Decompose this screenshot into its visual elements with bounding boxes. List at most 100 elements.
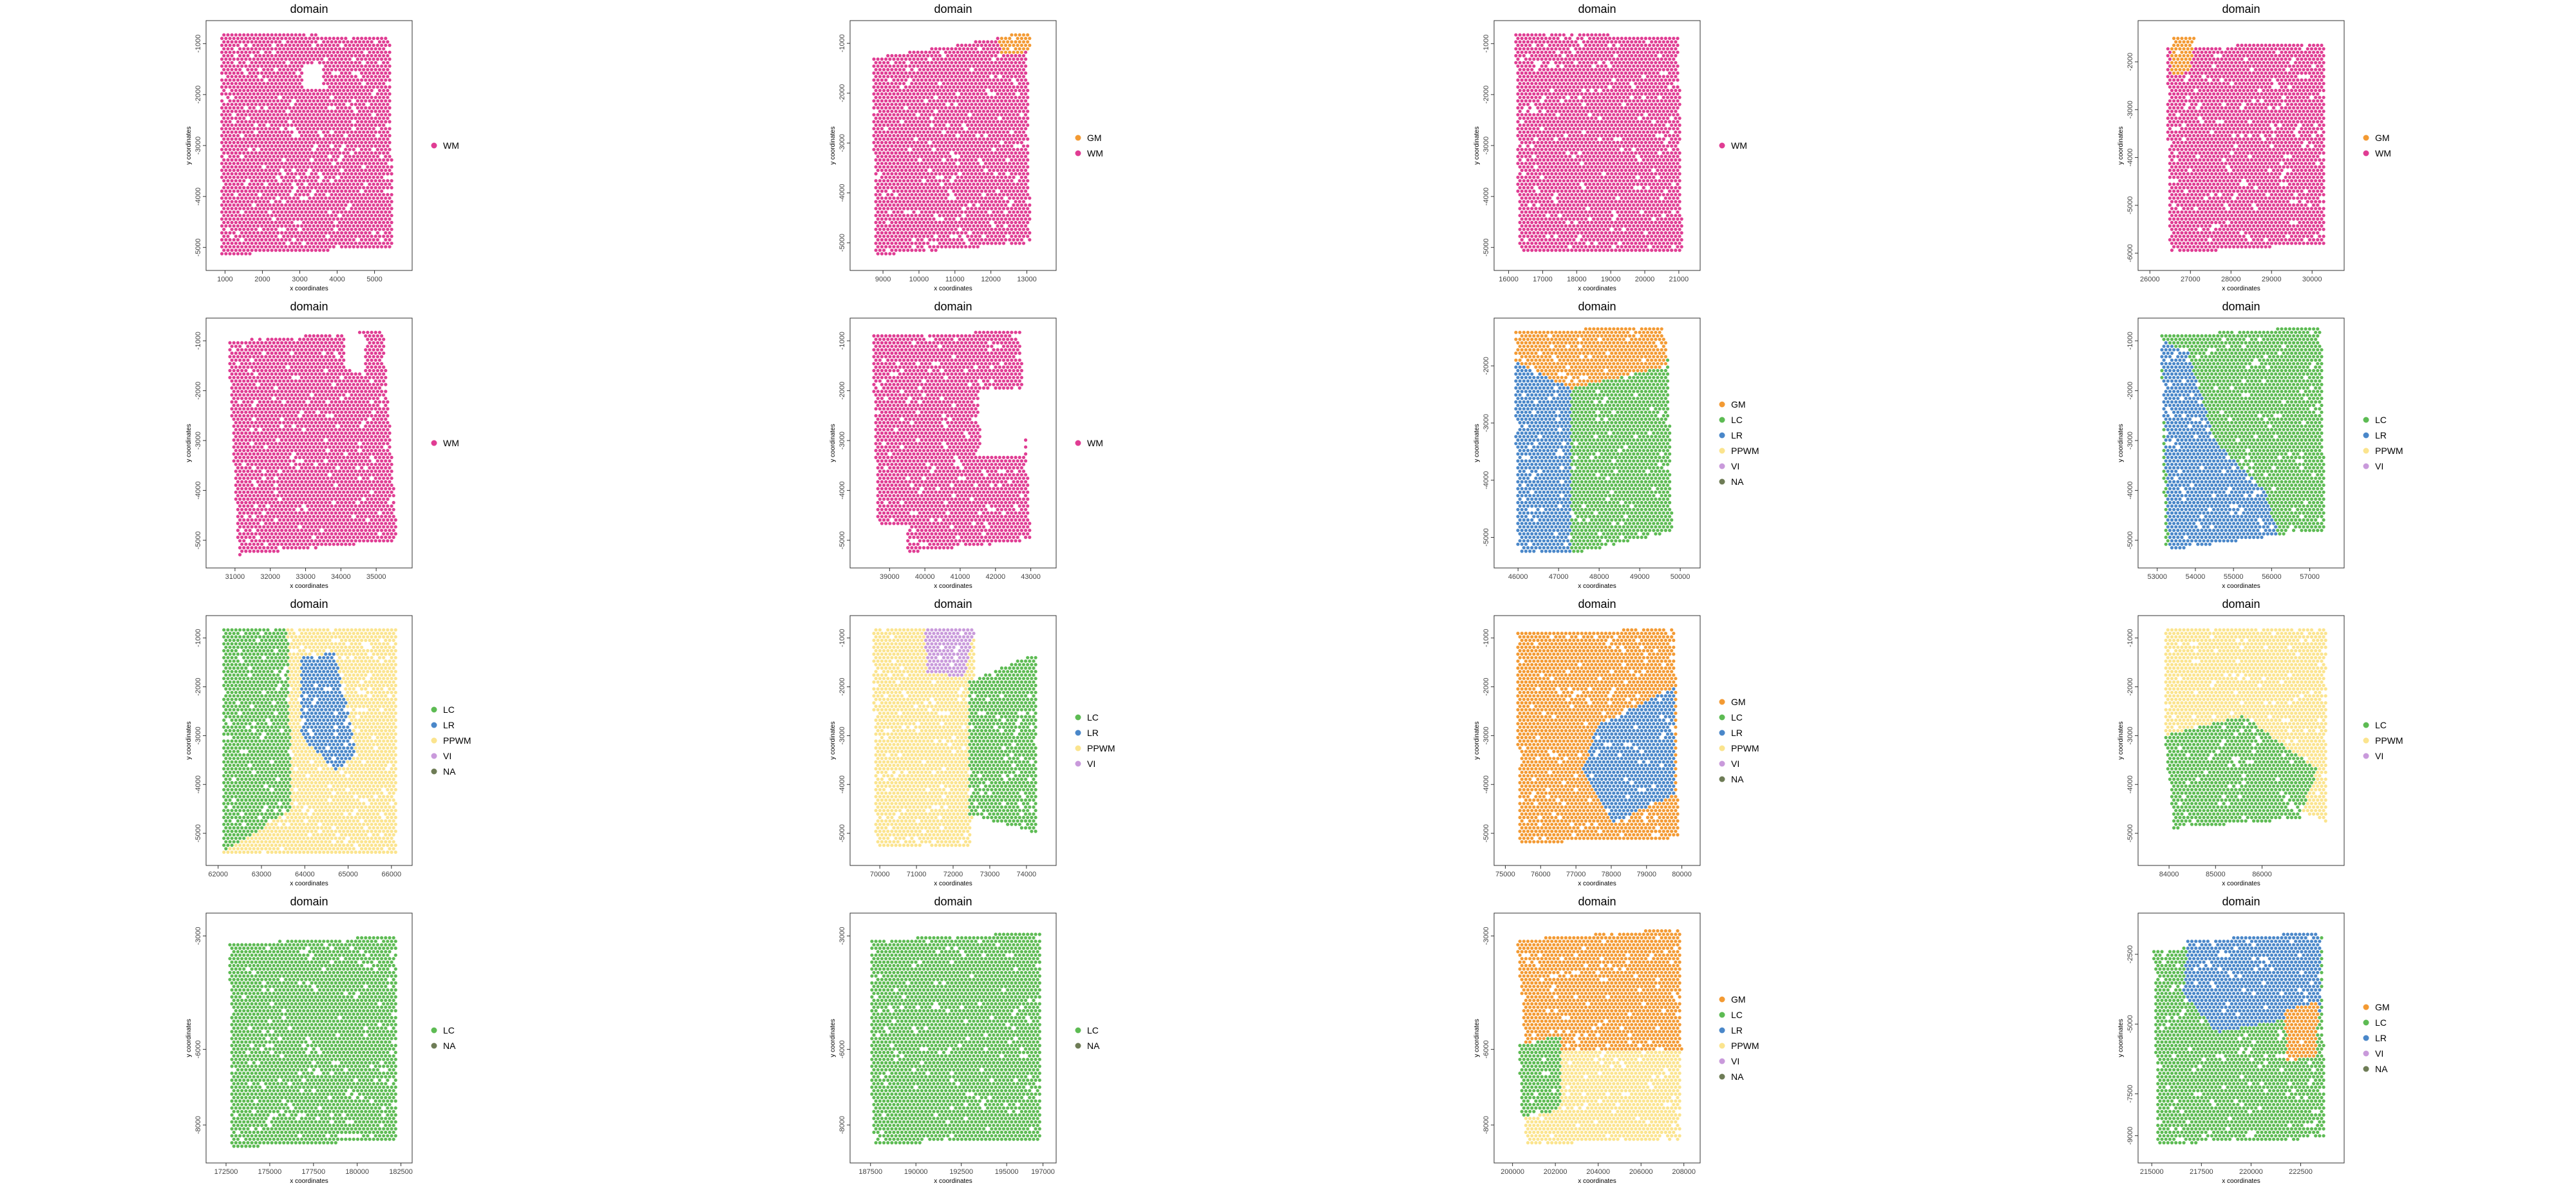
spot-point xyxy=(902,68,905,71)
spot-point xyxy=(278,61,281,64)
spot-point xyxy=(916,148,920,151)
spot-point xyxy=(1552,44,1555,47)
spot-point xyxy=(932,64,935,68)
spot-point xyxy=(266,234,269,238)
spot-point xyxy=(316,169,319,172)
spot-point xyxy=(288,71,291,75)
spot-point xyxy=(270,75,274,78)
spot-point xyxy=(936,79,940,82)
spot-point xyxy=(1004,169,1007,172)
spot-point xyxy=(256,245,260,249)
spot-point xyxy=(1014,200,1018,203)
spot-point xyxy=(232,176,236,179)
spot-point xyxy=(284,79,287,82)
spot-point xyxy=(308,113,311,117)
spot-point xyxy=(1020,162,1023,165)
spot-point xyxy=(264,231,267,234)
spot-point xyxy=(1002,151,1005,155)
spot-point xyxy=(990,228,993,231)
spot-point xyxy=(360,245,363,249)
spot-point xyxy=(998,89,1001,92)
spot-point xyxy=(231,214,234,217)
spot-point xyxy=(364,189,367,193)
spot-point xyxy=(220,245,223,249)
spot-point xyxy=(282,124,285,127)
spot-point xyxy=(322,186,325,189)
spot-point xyxy=(236,211,240,214)
spot-point xyxy=(302,207,305,210)
spot-point xyxy=(895,158,898,162)
spot-point xyxy=(1610,54,1613,57)
spot-point xyxy=(260,37,263,40)
spot-point xyxy=(916,176,920,179)
spot-point xyxy=(314,179,317,182)
spot-point xyxy=(898,158,902,162)
spot-point xyxy=(1662,61,1665,64)
spot-point xyxy=(252,120,256,123)
spot-point xyxy=(334,96,337,99)
spot-point xyxy=(240,148,243,151)
spot-point xyxy=(330,200,334,203)
spot-point xyxy=(960,99,963,102)
spot-point xyxy=(934,82,938,85)
spot-point xyxy=(1628,37,1631,40)
spot-point xyxy=(976,218,980,221)
spot-point xyxy=(280,106,283,109)
spot-point xyxy=(1020,99,1023,102)
spot-point xyxy=(358,131,361,134)
spot-point xyxy=(964,51,967,54)
spot-point xyxy=(1004,189,1007,193)
spot-point xyxy=(251,179,254,182)
spot-point xyxy=(950,131,953,134)
spot-point xyxy=(972,141,975,144)
spot-point xyxy=(262,61,265,64)
spot-point xyxy=(374,96,377,99)
spot-point xyxy=(956,211,960,214)
spot-point xyxy=(274,33,278,37)
spot-point xyxy=(316,231,319,234)
spot-point xyxy=(254,117,258,120)
spot-point xyxy=(962,109,965,113)
spot-point xyxy=(260,141,263,144)
spot-point xyxy=(340,196,343,200)
spot-point xyxy=(368,64,371,68)
spot-point xyxy=(982,61,985,64)
spot-point xyxy=(362,117,365,120)
spot-point xyxy=(244,86,247,89)
spot-point xyxy=(372,57,375,61)
spot-point xyxy=(232,57,236,61)
spot-point xyxy=(220,224,223,227)
spot-point xyxy=(374,131,377,134)
spot-point xyxy=(1642,40,1645,43)
spot-point xyxy=(936,238,940,241)
spot-point xyxy=(888,64,891,68)
spot-point xyxy=(226,234,229,238)
spot-point xyxy=(886,103,889,106)
spot-point xyxy=(228,224,231,227)
spot-point xyxy=(988,176,991,179)
spot-point xyxy=(338,228,341,231)
spot-point xyxy=(338,186,341,189)
spot-point xyxy=(364,203,367,207)
spot-point xyxy=(294,172,298,175)
spot-point xyxy=(942,221,945,224)
spot-point xyxy=(268,141,271,144)
spot-point xyxy=(922,103,925,106)
spot-point xyxy=(1532,51,1535,54)
spot-point xyxy=(912,169,915,172)
spot-point xyxy=(306,214,309,217)
spot-point xyxy=(372,189,375,193)
spot-point xyxy=(334,68,337,71)
spot-point xyxy=(1000,86,1003,89)
spot-point xyxy=(1014,172,1018,175)
spot-point xyxy=(1022,131,1025,134)
spot-point xyxy=(928,71,931,75)
spot-point xyxy=(342,54,345,57)
spot-point xyxy=(262,68,265,71)
spot-point xyxy=(910,151,913,155)
spot-point xyxy=(346,186,349,189)
spot-point xyxy=(274,186,278,189)
spot-point xyxy=(914,249,918,252)
spot-point xyxy=(362,124,365,127)
spot-point xyxy=(346,61,349,64)
